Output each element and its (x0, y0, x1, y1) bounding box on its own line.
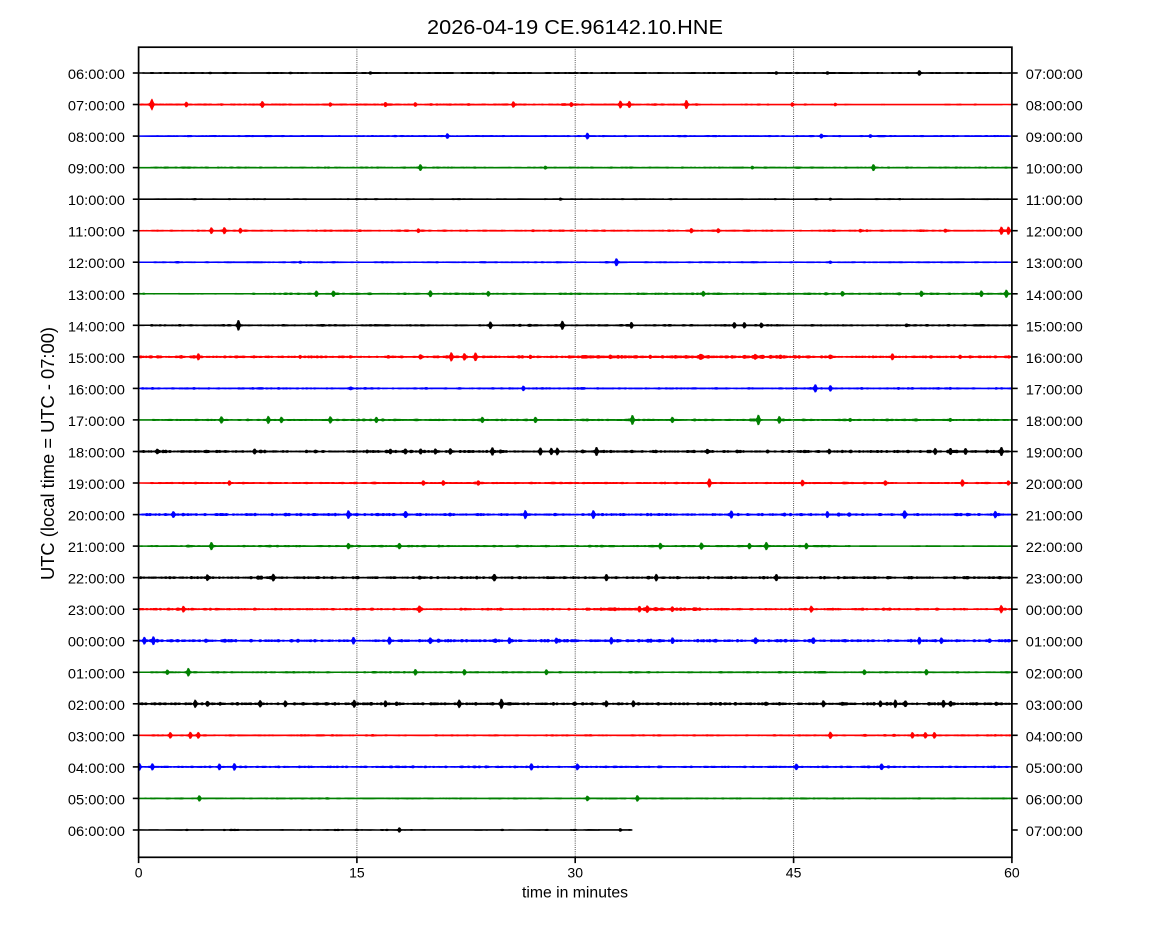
svg-text:01:00:00: 01:00:00 (68, 665, 125, 681)
svg-text:2026-04-19 CE.96142.10.HNE: 2026-04-19 CE.96142.10.HNE (427, 17, 723, 39)
svg-text:0: 0 (135, 864, 143, 880)
svg-text:01:00:00: 01:00:00 (1026, 634, 1083, 650)
svg-text:04:00:00: 04:00:00 (68, 760, 125, 776)
svg-text:00:00:00: 00:00:00 (68, 634, 125, 650)
svg-text:23:00:00: 23:00:00 (1026, 571, 1083, 587)
svg-text:09:00:00: 09:00:00 (1026, 129, 1083, 145)
svg-text:10:00:00: 10:00:00 (68, 192, 125, 208)
svg-text:11:00:00: 11:00:00 (68, 224, 125, 240)
svg-text:19:00:00: 19:00:00 (1026, 445, 1083, 461)
svg-text:07:00:00: 07:00:00 (68, 98, 125, 114)
svg-text:23:00:00: 23:00:00 (68, 602, 125, 618)
svg-text:05:00:00: 05:00:00 (68, 791, 125, 807)
svg-text:03:00:00: 03:00:00 (68, 728, 125, 744)
svg-text:10:00:00: 10:00:00 (1026, 161, 1083, 177)
svg-text:22:00:00: 22:00:00 (68, 571, 125, 587)
svg-text:13:00:00: 13:00:00 (1026, 255, 1083, 271)
svg-text:18:00:00: 18:00:00 (1026, 413, 1083, 429)
svg-text:21:00:00: 21:00:00 (1026, 508, 1083, 524)
svg-text:20:00:00: 20:00:00 (68, 508, 125, 524)
svg-text:07:00:00: 07:00:00 (1026, 823, 1083, 839)
svg-text:09:00:00: 09:00:00 (68, 161, 125, 177)
svg-text:08:00:00: 08:00:00 (68, 129, 125, 145)
svg-text:12:00:00: 12:00:00 (1026, 224, 1083, 240)
svg-text:16:00:00: 16:00:00 (1026, 350, 1083, 366)
svg-text:60: 60 (1004, 864, 1020, 880)
svg-text:15: 15 (349, 864, 365, 880)
svg-text:02:00:00: 02:00:00 (68, 697, 125, 713)
svg-text:21:00:00: 21:00:00 (68, 539, 125, 555)
svg-text:06:00:00: 06:00:00 (68, 823, 125, 839)
svg-text:15:00:00: 15:00:00 (1026, 318, 1083, 334)
svg-text:45: 45 (786, 864, 802, 880)
svg-text:UTC (local time = UTC - 07:00): UTC (local time = UTC - 07:00) (38, 327, 58, 580)
svg-text:18:00:00: 18:00:00 (68, 445, 125, 461)
svg-text:19:00:00: 19:00:00 (68, 476, 125, 492)
svg-text:11:00:00: 11:00:00 (1026, 192, 1083, 208)
svg-text:14:00:00: 14:00:00 (1026, 287, 1083, 303)
svg-text:12:00:00: 12:00:00 (68, 255, 125, 271)
svg-text:17:00:00: 17:00:00 (68, 413, 125, 429)
svg-text:08:00:00: 08:00:00 (1026, 98, 1083, 114)
svg-text:22:00:00: 22:00:00 (1026, 539, 1083, 555)
svg-text:14:00:00: 14:00:00 (68, 318, 125, 334)
svg-text:04:00:00: 04:00:00 (1026, 728, 1083, 744)
svg-text:13:00:00: 13:00:00 (68, 287, 125, 303)
svg-text:15:00:00: 15:00:00 (68, 350, 125, 366)
svg-text:30: 30 (567, 864, 583, 880)
svg-text:17:00:00: 17:00:00 (1026, 381, 1083, 397)
svg-text:00:00:00: 00:00:00 (1026, 602, 1083, 618)
svg-text:20:00:00: 20:00:00 (1026, 476, 1083, 492)
svg-text:05:00:00: 05:00:00 (1026, 760, 1083, 776)
svg-text:16:00:00: 16:00:00 (68, 381, 125, 397)
svg-text:time in minutes: time in minutes (522, 885, 628, 902)
svg-text:03:00:00: 03:00:00 (1026, 697, 1083, 713)
svg-text:02:00:00: 02:00:00 (1026, 665, 1083, 681)
svg-text:06:00:00: 06:00:00 (1026, 791, 1083, 807)
svg-text:06:00:00: 06:00:00 (68, 66, 125, 82)
svg-text:07:00:00: 07:00:00 (1026, 66, 1083, 82)
